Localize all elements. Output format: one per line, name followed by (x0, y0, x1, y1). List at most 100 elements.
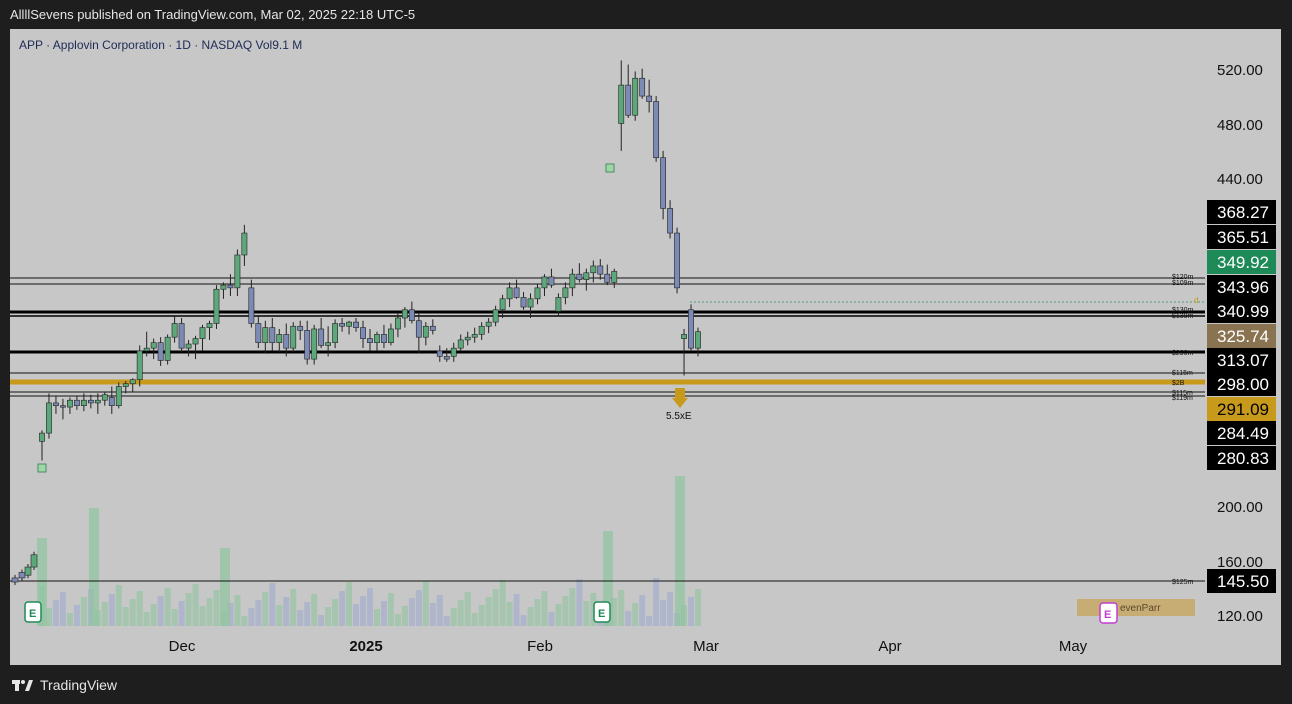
price-levels: $120m$109m$130m$139m$290m$115m$2B$115m$1… (10, 274, 1205, 586)
volume-bar (611, 598, 618, 626)
price-tag-label: 343.96 (1217, 278, 1269, 297)
candle (276, 334, 283, 343)
volume-bar (199, 606, 206, 626)
price-tag (1207, 225, 1276, 249)
volume-bar (464, 592, 471, 626)
volume-bar (667, 592, 674, 626)
symbol-title: APP · Applovin Corporation · 1D · NASDAQ… (19, 38, 303, 52)
volume-bar (234, 595, 241, 626)
candle (681, 334, 687, 339)
price-tick-label: 200.00 (1217, 499, 1263, 516)
candle (150, 342, 157, 349)
earnings-badge-icon (593, 601, 611, 623)
volume-bars (37, 476, 701, 626)
candle (101, 394, 108, 401)
volume-bar (185, 593, 192, 626)
candle (108, 397, 115, 406)
candle (248, 287, 255, 324)
volume-bar (192, 584, 199, 626)
publisher-header: AllllSevens published on TradingView.com… (10, 7, 416, 22)
volume-bar (415, 590, 422, 626)
candle (374, 334, 380, 343)
candle (53, 402, 59, 406)
candle (562, 287, 569, 298)
candle (24, 566, 32, 576)
price-tag (1207, 569, 1276, 593)
level-label: $2B (1172, 380, 1185, 387)
candle (555, 297, 562, 312)
price-tick-label: 520.00 (1217, 62, 1263, 79)
candle (576, 273, 583, 280)
volume-bar (304, 602, 311, 626)
candle (318, 328, 325, 346)
price-tag (1207, 372, 1276, 396)
candle (527, 298, 534, 308)
candle (30, 554, 38, 568)
tradingview-footer[interactable]: TradingView (12, 677, 117, 693)
candle (360, 327, 366, 339)
candle (422, 325, 429, 338)
candle (87, 399, 94, 404)
candle (569, 273, 576, 289)
volume-spike (675, 476, 685, 626)
candle (129, 379, 136, 385)
volume-bar (52, 600, 59, 626)
candle (492, 309, 499, 323)
candle (11, 577, 19, 583)
candle (457, 339, 464, 349)
volume-bar (164, 588, 171, 626)
volume-bar (178, 601, 185, 626)
volume-bar (73, 605, 80, 626)
candle (401, 309, 408, 319)
candle (353, 321, 359, 328)
volume-bar (248, 608, 255, 626)
candle (583, 272, 590, 280)
price-tag-label: 365.51 (1217, 228, 1269, 247)
volume-bar (171, 609, 178, 626)
candle (443, 356, 450, 360)
volume-bar (80, 597, 87, 626)
earnings-badge-icon (24, 601, 42, 623)
candle (262, 327, 269, 343)
signal-marker-icon (37, 463, 47, 473)
arrow-up-marker (672, 388, 688, 408)
volume-bar (311, 594, 318, 626)
volume-bar (367, 588, 373, 626)
candle (178, 323, 185, 349)
earnings-badge-label: E (598, 608, 605, 620)
candle (632, 77, 639, 116)
volume-bar (534, 599, 541, 626)
candle (94, 399, 101, 404)
volume-bar (632, 603, 639, 626)
price-tag (1207, 397, 1276, 421)
candle (332, 323, 339, 343)
volume-bar (66, 613, 73, 626)
price-tag-label: 284.49 (1217, 424, 1269, 443)
d-marker: d (1194, 296, 1198, 305)
candle (213, 288, 220, 324)
price-axis: 520.00 480.00 440.00 200.00 160.00 120.00 368.… (1206, 29, 1281, 665)
volume-bar (227, 603, 234, 626)
candle (395, 317, 401, 330)
volume-bar (394, 614, 401, 626)
candle (513, 287, 520, 298)
level-label: $125m (1172, 579, 1194, 586)
volume-bar (241, 616, 248, 626)
level-label: $130m (1172, 307, 1194, 314)
volume-bar (688, 597, 695, 626)
price-tick-label: 120.00 (1217, 608, 1263, 625)
candles (11, 60, 701, 585)
candle (471, 334, 478, 338)
candle (388, 328, 394, 343)
candle (297, 325, 304, 331)
volume-spike (37, 538, 47, 626)
tradingview-brand: TradingView (40, 677, 118, 693)
volume-bar (206, 598, 213, 626)
price-tag-label: 291.09 (1217, 400, 1269, 419)
volume-bar (101, 602, 108, 626)
volume-bar (527, 607, 534, 626)
candle (520, 297, 527, 308)
candle (311, 328, 318, 360)
